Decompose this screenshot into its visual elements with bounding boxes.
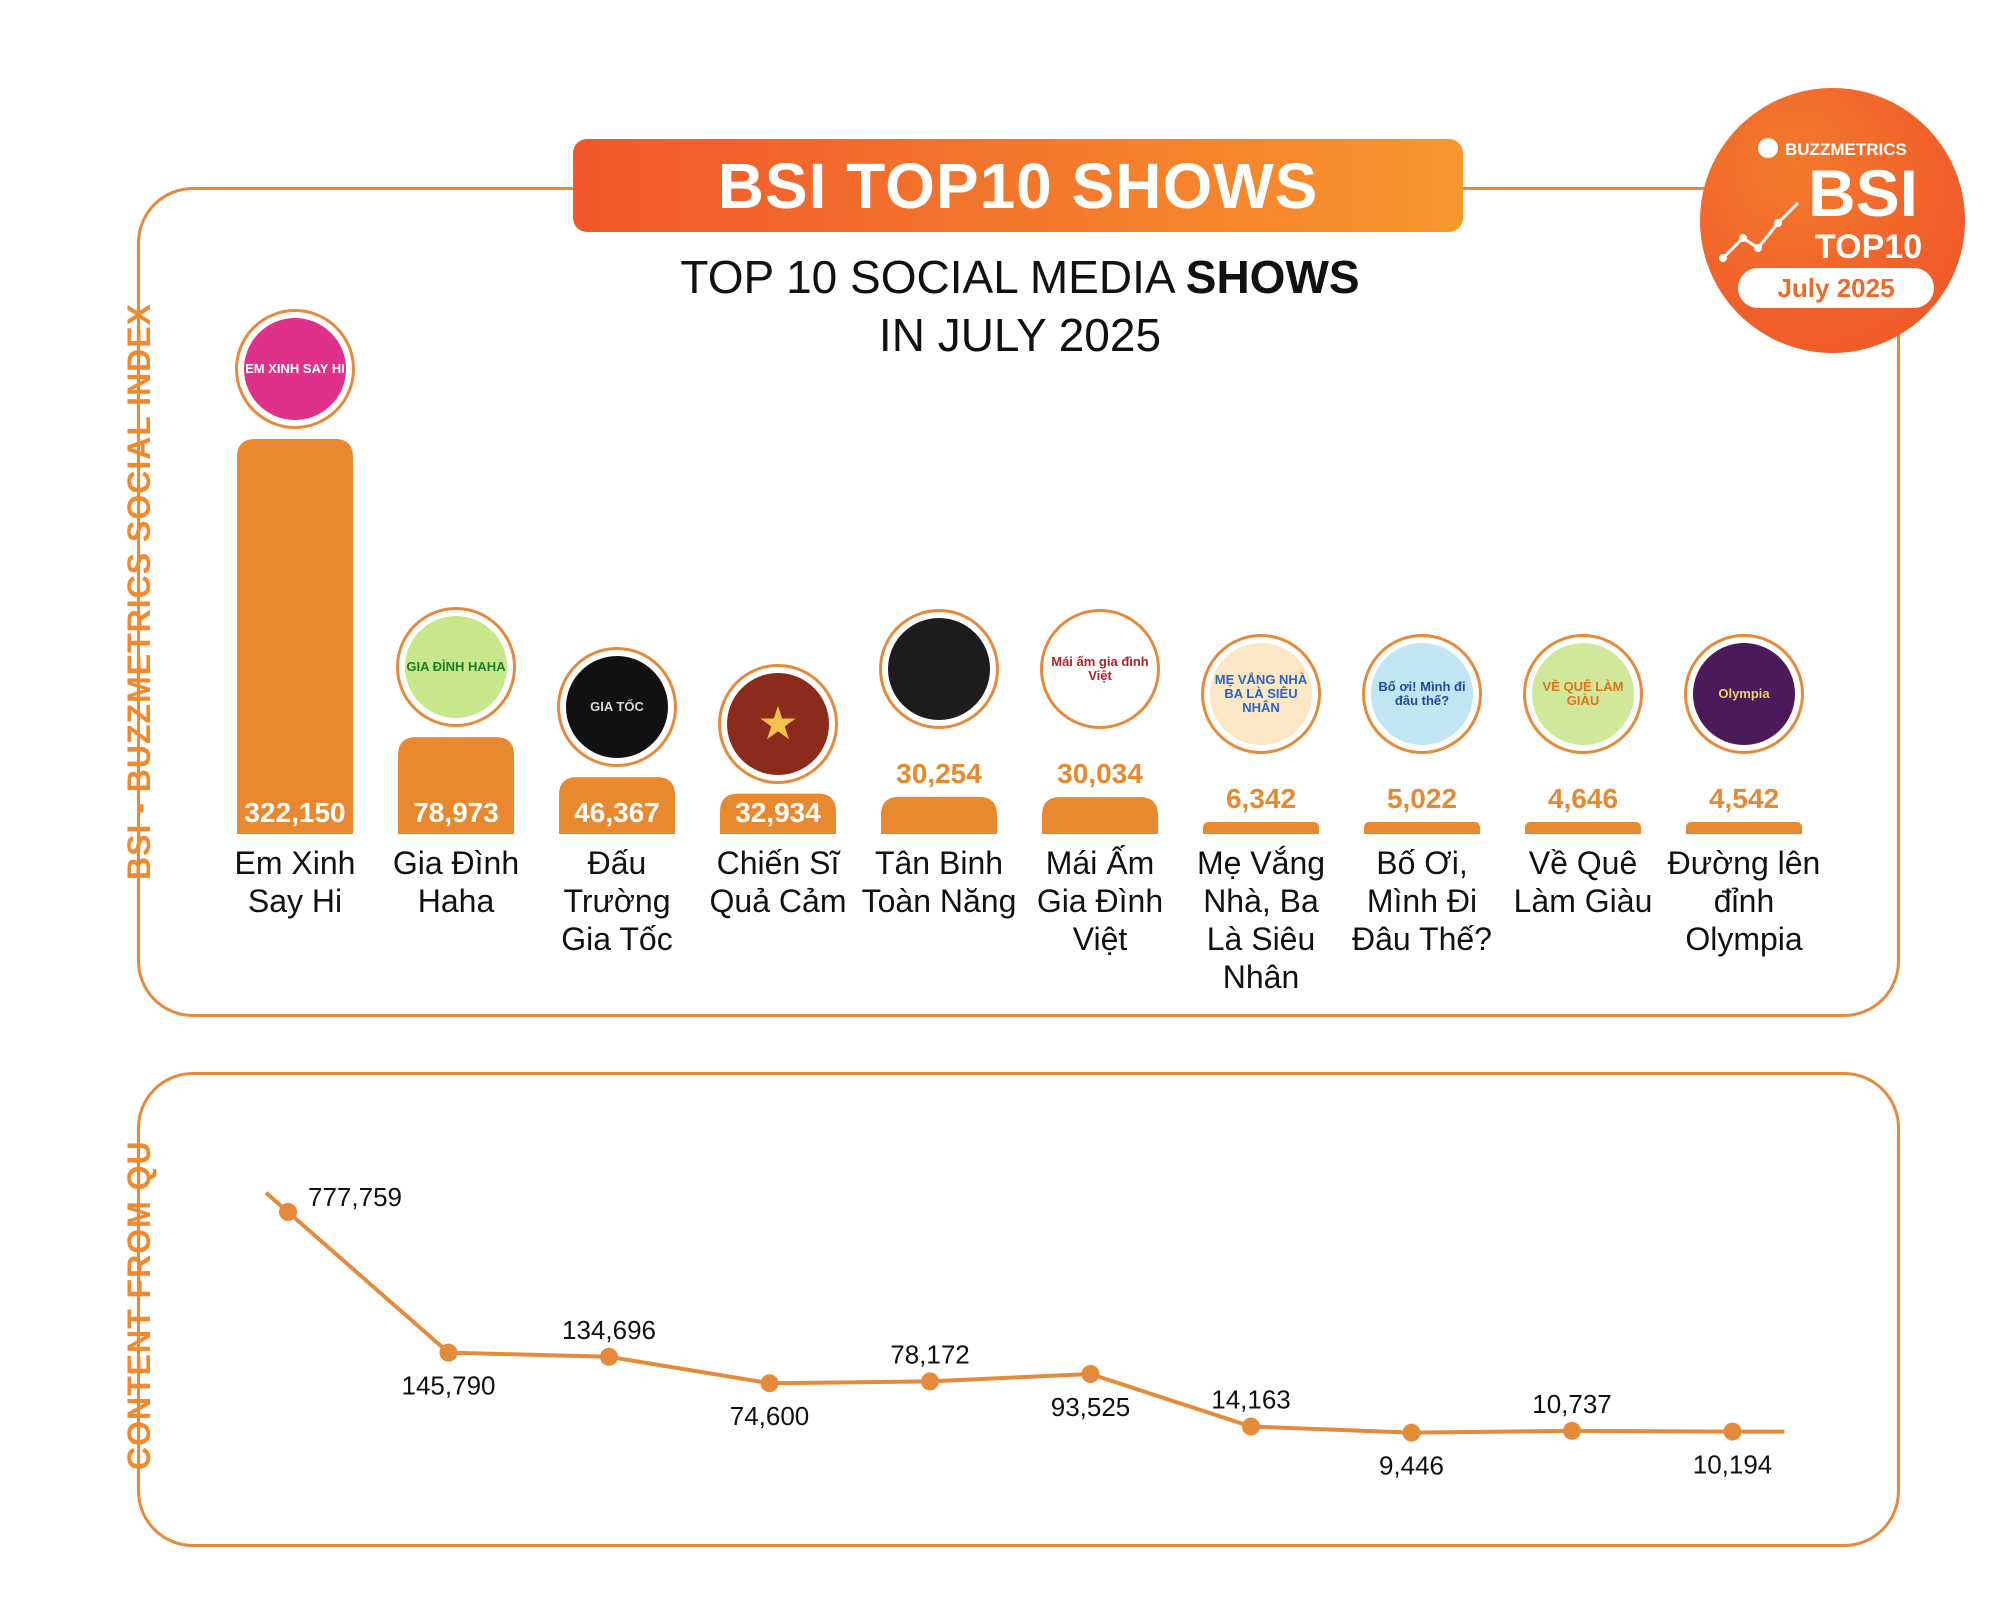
bar-value-label-4: 32,934 [735,797,821,828]
show-logo-1: EM XINH SAY HI [235,309,355,429]
bar-10 [1686,822,1802,834]
show-logo-art-2: GIA ĐÌNH HAHA [405,616,507,719]
line-value-label-6: 93,525 [1051,1392,1131,1422]
bar-5 [881,796,997,834]
show-logo-text-3: GIA TỐC [590,698,644,714]
bar-value-label-7: 6,342 [1226,783,1296,814]
line-point-6 [1081,1365,1100,1384]
bar-7 [1203,822,1319,834]
show-name-5: Tân Binh Toàn Năng [861,845,1017,919]
show-logo-2: GIA ĐÌNH HAHA [396,607,516,728]
line-value-label-2: 145,790 [402,1371,496,1401]
show-name-3: Đấu Trường Gia Tốc [561,845,673,957]
bar-9 [1525,822,1641,834]
show-name-8: Bố Ơi, Mình Đi Đâu Thế? [1352,845,1492,957]
content-panel [137,1072,1900,1547]
line-point-8 [1402,1423,1421,1442]
line-value-label-10: 10,194 [1693,1450,1773,1480]
bsi-badge-logo: BUZZMETRICS BSI TOP10 July 2025 [1700,88,1965,353]
bar-8 [1364,822,1480,834]
show-name-1: Em Xinh Say Hi [234,845,356,919]
subtitle-bold: SHOWS [1185,251,1360,303]
chart-title: BSI TOP10 SHOWS [717,149,1319,222]
show-logo-text-8: Bố ơi! Mình đi đâu thế? [1378,678,1466,708]
trend-icon [1719,201,1800,262]
line-point-1 [279,1203,297,1221]
show-logo-6: Mái ấm gia đình Việt [1040,609,1160,730]
badge-top10: TOP10 [1815,228,1923,266]
line-value-label-1: 777,759 [308,1182,402,1212]
badge-bsi: BSI [1808,156,1919,230]
subtitle-line-1: TOP 10 SOCIAL MEDIA SHOWS [500,250,1540,304]
line-point-2 [439,1343,458,1362]
show-logo-9: VỀ QUÊ LÀM GIÀU [1523,634,1643,754]
show-logo-art-1: EM XINH SAY HI [244,318,346,420]
badge-brand: BUZZMETRICS [1785,140,1907,159]
show-logo-art-3: GIA TỐC [566,656,668,759]
show-name-10: Đường lên đỉnh Olympia [1667,845,1821,957]
bar-value-label-5: 30,254 [896,758,982,789]
show-logo-text-1: EM XINH SAY HI [245,360,345,376]
show-name-2: Gia Đình Haha [392,845,520,919]
buzzmetrics-icon [1758,138,1778,158]
bar-6 [1042,797,1158,834]
show-logo-10: Olympia [1684,634,1804,754]
show-name-9: Về Quê Làm Giàu [1513,845,1653,919]
show-logo-text-7: MẸ VẮNG NHÀ BA LÀ SIÊU NHÂN [1214,671,1308,716]
series-line [264,1191,1785,1435]
line-point-10 [1723,1422,1742,1441]
bar-value-label-9: 4,646 [1548,783,1618,814]
show-logo-text-2: GIA ĐÌNH HAHA [406,659,506,674]
bar-value-label-8: 5,022 [1387,783,1457,814]
show-logo-art-10: Olympia [1693,643,1795,745]
show-logo-4: ★ [718,663,838,784]
show-logo-art-4: ★ [727,672,829,775]
show-logo-7: MẸ VẮNG NHÀ BA LÀ SIÊU NHÂN [1201,634,1321,754]
line-value-label-8: 9,446 [1379,1451,1444,1481]
bar-4 [720,793,836,834]
bar-3 [559,777,675,834]
subtitle-regular: TOP 10 SOCIAL MEDIA [680,251,1186,303]
line-point-3 [600,1347,618,1366]
show-logo-art-9: VỀ QUÊ LÀM GIÀU [1532,643,1634,745]
line-value-label-7: 14,163 [1211,1385,1291,1415]
show-logo-art-5 [888,617,990,720]
line-value-label-5: 78,172 [890,1339,970,1369]
title-banner: BSI TOP10 SHOWS [573,139,1463,232]
line-value-label-9: 10,737 [1532,1389,1612,1419]
bar-value-label-2: 78,973 [413,797,499,828]
show-logo-8: Bố ơi! Mình đi đâu thế? [1362,634,1482,754]
line-point-5 [921,1372,939,1391]
line-value-label-4: 74,600 [730,1401,810,1431]
show-logo-text-6: Mái ấm gia đình Việt [1051,653,1149,684]
show-logo-5 [879,608,999,729]
show-logo-text-9: VỀ QUÊ LÀM GIÀU [1542,678,1624,708]
show-logo-text-4: ★ [757,697,799,750]
line-point-9 [1563,1421,1581,1440]
bar-value-label-6: 30,034 [1057,758,1143,789]
show-logo-text-10: Olympia [1718,685,1770,701]
line-value-label-3: 134,696 [562,1315,656,1345]
badge-month: July 2025 [1738,268,1934,308]
bar-value-label-10: 4,542 [1709,783,1779,814]
show-logo-art-6: Mái ấm gia đình Việt [1049,618,1151,721]
bar-value-label-1: 322,150 [244,797,345,828]
bar-1 [237,439,353,834]
bar-value-label-3: 46,367 [574,797,660,828]
show-name-4: Chiến Sĩ Quả Cảm [709,845,847,919]
line-point-7 [1242,1417,1260,1436]
line-point-4 [760,1374,779,1393]
show-name-7: Mẹ Vắng Nhà, Ba Là Siêu Nhân [1196,845,1326,995]
subtitle-line-2: IN JULY 2025 [878,309,1162,361]
show-logo-art-8: Bố ơi! Mình đi đâu thế? [1371,643,1473,745]
show-name-6: Mái Ấm Gia Đình Việt [1036,845,1164,957]
show-logo-3: GIA TỐC [557,647,677,768]
show-logo-art-7: MẸ VẮNG NHÀ BA LÀ SIÊU NHÂN [1210,643,1312,745]
bar-2 [398,737,514,834]
bar-chart: 322,150 78,973 46,367 32,934 30,254 30,034 6,3… [237,439,1802,834]
